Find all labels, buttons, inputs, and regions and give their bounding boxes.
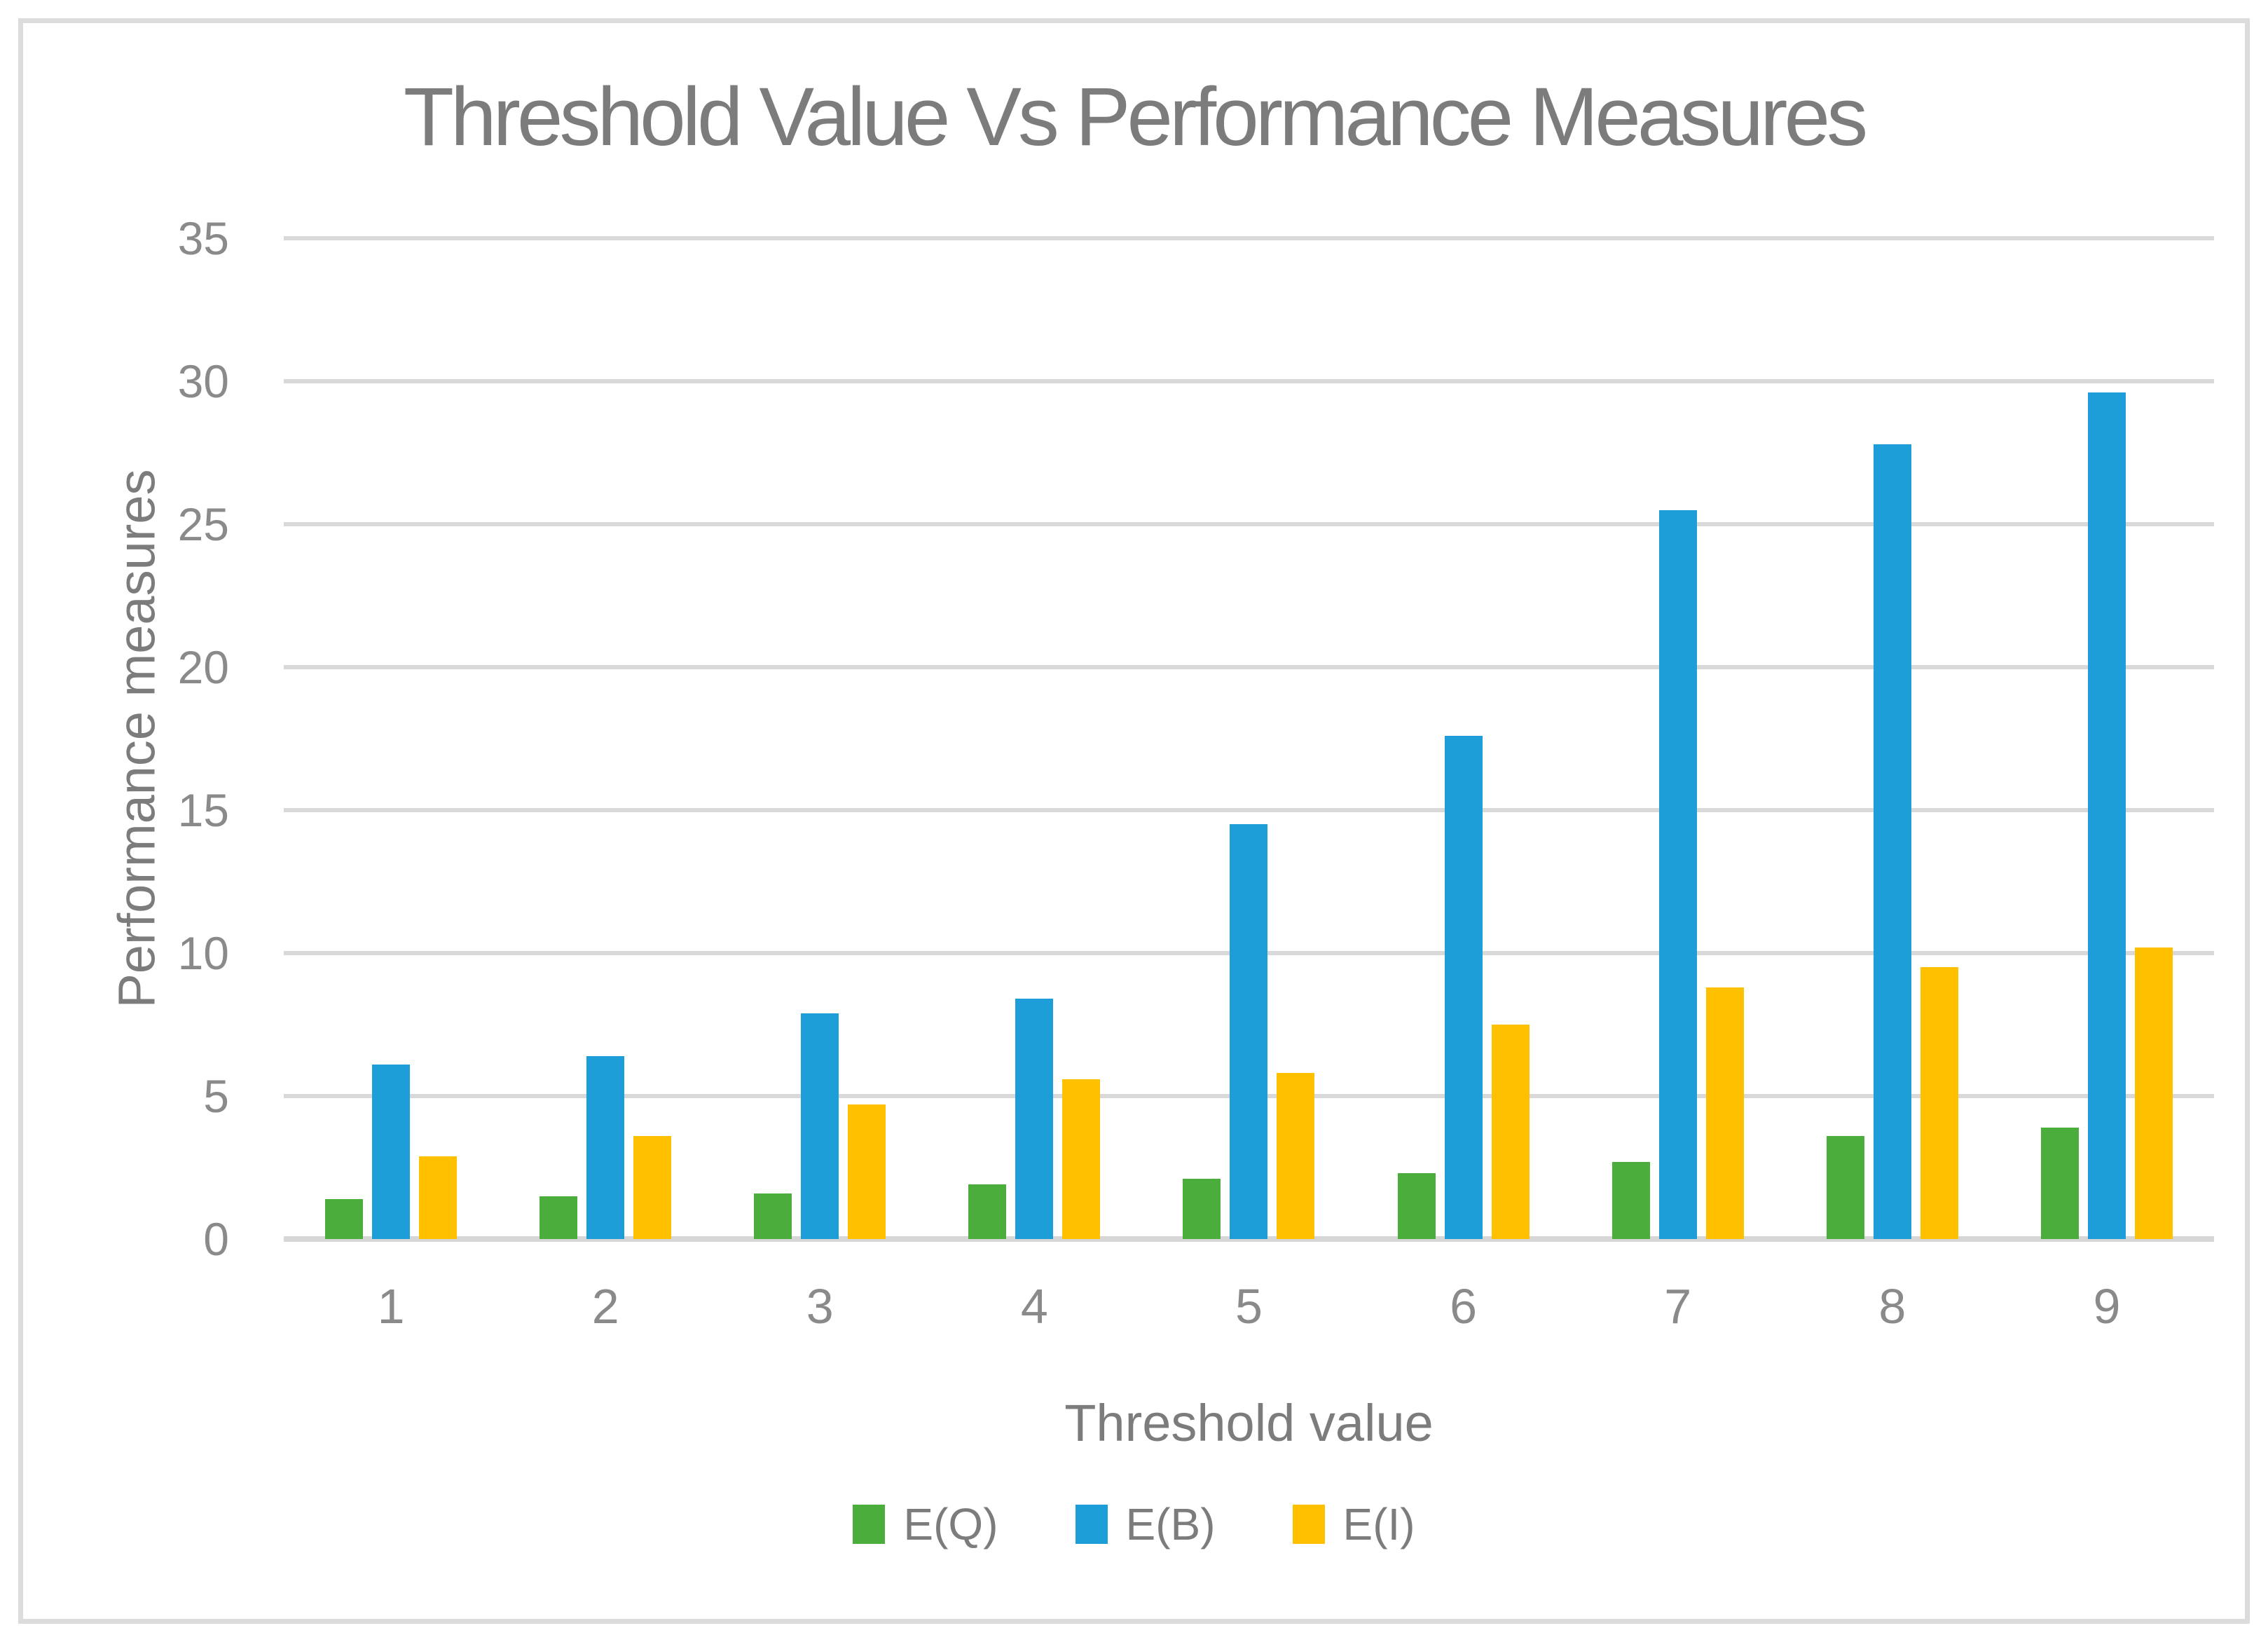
gridline-0	[284, 1236, 2214, 1242]
y-axis-tick-labels: 0 5 10 15 20 25 30 35	[0, 212, 229, 1265]
bar-E(Q)-3	[754, 1193, 792, 1239]
bar-E(Q)-2	[539, 1196, 578, 1239]
plot-area	[284, 236, 2214, 1242]
bar-E(I)-8	[1920, 967, 1958, 1239]
bar-E(I)-3	[848, 1104, 886, 1239]
bar-E(I)-4	[1062, 1079, 1101, 1239]
bar-E(Q)-8	[1826, 1136, 1864, 1239]
bar-group-7	[1571, 238, 1785, 1239]
x-tick-label-4: 4	[1020, 1279, 1048, 1334]
gridline-30	[284, 379, 2214, 383]
y-tick-label-35: 35	[177, 212, 229, 264]
bar-E(B)-6	[1444, 735, 1483, 1239]
legend-label-E(I): E(I)	[1342, 1499, 1415, 1549]
y-tick-label-30: 30	[177, 355, 229, 407]
legend-label-E(B): E(B)	[1125, 1499, 1216, 1549]
bar-E(B)-8	[1873, 444, 1911, 1239]
y-tick-label-0: 0	[203, 1213, 229, 1265]
legend-item-E(Q): E(Q)	[853, 1498, 998, 1550]
x-tick-label-9: 9	[2093, 1279, 2121, 1334]
y-tick-label-10: 10	[177, 927, 229, 979]
bar-group-8	[1785, 238, 2000, 1239]
bar-E(Q)-9	[2040, 1127, 2079, 1239]
bar-E(I)-6	[1491, 1025, 1530, 1239]
bar-E(I)-7	[1705, 987, 1744, 1239]
bar-E(Q)-4	[968, 1184, 1007, 1239]
bar-E(I)-2	[633, 1136, 672, 1239]
bar-group-2	[498, 238, 713, 1239]
bar-E(B)-9	[2087, 392, 2126, 1239]
gridline-20	[284, 665, 2214, 669]
x-tick-label-8: 8	[1878, 1279, 1906, 1334]
bar-E(B)-4	[1015, 999, 1054, 1239]
gridline-25	[284, 522, 2214, 526]
x-axis-title: Threshold value	[1064, 1394, 1434, 1452]
legend-label-E(Q): E(Q)	[903, 1499, 998, 1549]
x-tick-label-2: 2	[591, 1279, 619, 1334]
legend-item-E(I): E(I)	[1292, 1498, 1415, 1550]
bar-E(B)-1	[372, 1065, 411, 1239]
gridline-35	[284, 236, 2214, 240]
bar-E(Q)-1	[325, 1198, 364, 1239]
gridline-15	[284, 808, 2214, 812]
bar-E(B)-5	[1230, 824, 1268, 1239]
bar-group-3	[713, 238, 927, 1239]
y-tick-label-20: 20	[177, 641, 229, 693]
legend-item-E(B): E(B)	[1075, 1498, 1216, 1550]
legend-swatch-E(B)	[1075, 1505, 1108, 1544]
bar-E(I)-5	[1277, 1073, 1315, 1239]
bar-E(Q)-7	[1611, 1161, 1650, 1239]
bar-group-5	[1141, 238, 1356, 1239]
bar-E(I)-9	[2134, 947, 2173, 1239]
bar-group-1	[284, 238, 498, 1239]
x-tick-label-7: 7	[1664, 1279, 1692, 1334]
bar-E(I)-1	[419, 1156, 458, 1239]
x-axis-tick-labels: 1 2 3 4 5 6 7 8 9	[284, 1278, 2214, 1334]
bar-E(Q)-5	[1183, 1179, 1221, 1239]
bar-E(B)-2	[586, 1055, 625, 1239]
chart-legend: E(Q) E(B) E(I)	[0, 1498, 2268, 1550]
y-tick-label-5: 5	[203, 1070, 229, 1122]
x-tick-label-1: 1	[377, 1279, 405, 1334]
bar-E(Q)-6	[1397, 1173, 1436, 1239]
bars-layer	[284, 238, 2214, 1239]
legend-swatch-E(Q)	[853, 1505, 886, 1544]
x-tick-label-3: 3	[806, 1279, 834, 1334]
y-tick-label-25: 25	[177, 498, 229, 550]
bar-E(B)-7	[1658, 509, 1697, 1239]
legend-swatch-E(I)	[1292, 1505, 1325, 1544]
bar-group-9	[2000, 238, 2214, 1239]
chart-title: Threshold Value Vs Performance Measures	[403, 71, 1868, 163]
y-tick-label-15: 15	[177, 784, 229, 836]
bar-group-6	[1356, 238, 1571, 1239]
bar-group-4	[927, 238, 1141, 1239]
x-tick-label-5: 5	[1235, 1279, 1263, 1334]
bar-E(B)-3	[801, 1013, 839, 1239]
x-tick-label-6: 6	[1450, 1279, 1478, 1334]
